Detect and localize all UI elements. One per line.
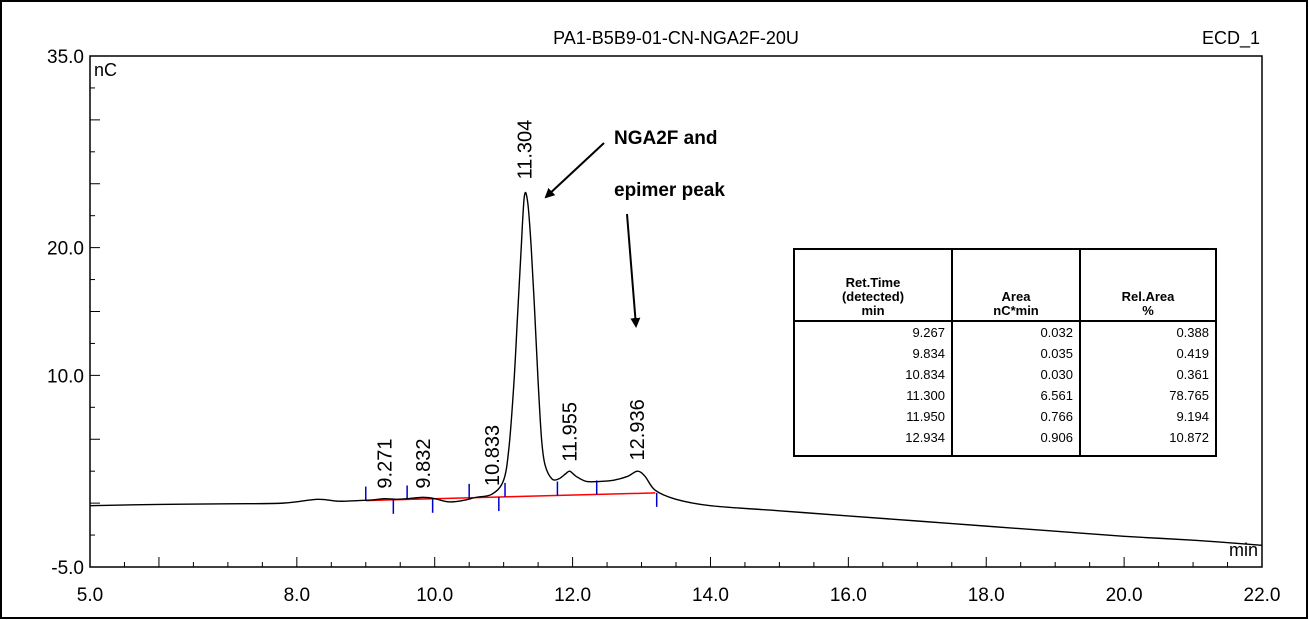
results-header-row: Ret.Time (detected) min Area nC*min Rel.…: [794, 249, 1216, 322]
x-tick-label: 12.0: [554, 585, 591, 606]
cell-ret-time: 11.300: [906, 387, 945, 403]
table-row: 9.267 0.032 0.388: [794, 321, 1216, 344]
table-row: 10.834 0.030 0.361: [794, 363, 1216, 385]
cell-rel-area: 78.765: [1079, 384, 1216, 406]
cell-rel-area: 0.361: [1079, 363, 1216, 385]
chromatogram-trace: [89, 191, 1263, 546]
cell-area: 0.035: [951, 343, 1080, 364]
peak-label: 9.271: [374, 439, 396, 489]
channel-label: ECD_1: [1202, 28, 1260, 49]
y-tick-label: -5.0: [51, 558, 84, 579]
baseline-segment: [365, 492, 656, 502]
x-tick-label: 22.0: [1244, 585, 1281, 606]
cell-area: 0.906: [951, 426, 1080, 456]
cell-rel-area: 9.194: [1079, 405, 1216, 427]
table-row: 9.834 0.035 0.419: [794, 343, 1216, 364]
peak-label: 11.304: [515, 120, 537, 180]
cell-area: 0.030: [951, 363, 1080, 385]
peak-label: 9.832: [413, 439, 435, 489]
cell-ret-time: 9.267: [912, 325, 945, 341]
cell-area: 6.561: [951, 384, 1080, 406]
chart-title: PA1-B5B9-01-CN-NGA2F-20U: [553, 28, 799, 48]
results-table: Ret.Time (detected) min Area nC*min Rel.…: [793, 248, 1217, 457]
x-tick-label: 10.0: [416, 585, 453, 606]
peak-label: 11.955: [559, 402, 581, 462]
integration-baseline: [365, 492, 656, 502]
x-tick-label: 5.0: [77, 585, 103, 606]
peak-label: 12.936: [627, 399, 649, 460]
cell-area: 0.032: [951, 321, 1080, 344]
x-tick-label: 16.0: [830, 585, 867, 606]
peak-label: 10.833: [482, 425, 504, 486]
y-tick-label: 35.0: [47, 47, 84, 68]
annotation-arrow-epimer-peak: [626, 213, 641, 328]
axis-ticks: [89, 55, 1263, 568]
cell-rel-area: 0.419: [1079, 343, 1216, 364]
header-area: Area nC*min: [951, 249, 1080, 322]
cell-rel-area: 0.388: [1079, 321, 1216, 344]
cell-ret-time: 9.834: [912, 346, 945, 361]
table-row: 12.934 0.906 10.872: [794, 426, 1216, 456]
table-row: 11.300 6.561 78.765: [794, 384, 1216, 406]
x-tick-label: 20.0: [1106, 585, 1143, 606]
x-tick-label: 18.0: [968, 585, 1005, 606]
annotation-line-2: epimer peak: [614, 180, 725, 201]
annotation-arrow-main-peak: [544, 142, 605, 199]
y-tick-label: 20.0: [47, 239, 84, 260]
table-row: 11.950 0.766 9.194: [794, 405, 1216, 427]
cell-area: 0.766: [951, 405, 1080, 427]
y-axis-unit: nC: [94, 60, 117, 80]
annotation-line-1: NGA2F and: [614, 128, 717, 149]
cell-rel-area: 10.872: [1079, 426, 1216, 456]
integration-markers: [365, 480, 658, 514]
series-ecd-trace: [89, 191, 1263, 546]
y-tick-labels: 35.0 20.0 10.0 -5.0: [47, 47, 84, 579]
header-rel-area: Rel.Area %: [1079, 249, 1216, 322]
cell-ret-time: 12.934: [905, 430, 945, 446]
header-ret-time: Ret.Time (detected) min: [794, 249, 952, 322]
peak-labels: 9.271 9.832 10.833 11.304 11.955 12.936: [374, 120, 649, 489]
cell-ret-time: 10.834: [905, 366, 945, 382]
y-tick-label: 10.0: [47, 366, 84, 387]
x-tick-label: 8.0: [284, 585, 310, 606]
cell-ret-time: 11.950: [906, 408, 945, 424]
x-tick-label: 14.0: [692, 585, 729, 606]
x-tick-labels: 5.0 8.0 10.0 12.0 14.0 16.0 18.0 20.0 22.0: [77, 585, 1281, 606]
